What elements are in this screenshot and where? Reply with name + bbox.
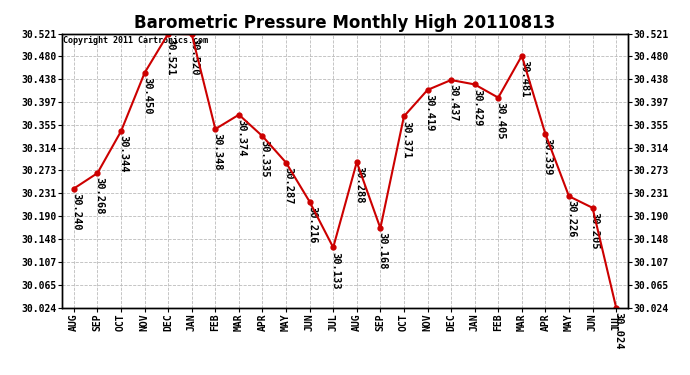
Text: 30.481: 30.481 xyxy=(519,60,529,98)
Title: Barometric Pressure Monthly High 20110813: Barometric Pressure Monthly High 2011081… xyxy=(135,14,555,32)
Text: 30.405: 30.405 xyxy=(495,102,506,139)
Text: 30.288: 30.288 xyxy=(354,166,364,204)
Text: 30.374: 30.374 xyxy=(236,119,246,156)
Text: 30.450: 30.450 xyxy=(142,77,152,114)
Text: 30.348: 30.348 xyxy=(213,133,223,171)
Text: 30.437: 30.437 xyxy=(448,84,458,122)
Text: 30.287: 30.287 xyxy=(284,167,293,204)
Text: 30.429: 30.429 xyxy=(472,88,482,126)
Text: 30.133: 30.133 xyxy=(331,252,340,289)
Text: Copyright 2011 Cartronics.com: Copyright 2011 Cartronics.com xyxy=(63,36,208,45)
Text: 30.024: 30.024 xyxy=(613,312,623,349)
Text: 30.371: 30.371 xyxy=(401,120,411,158)
Text: 30.521: 30.521 xyxy=(166,38,175,75)
Text: 30.168: 30.168 xyxy=(377,232,388,270)
Text: 30.226: 30.226 xyxy=(566,200,576,238)
Text: 30.240: 30.240 xyxy=(71,193,81,230)
Text: 30.339: 30.339 xyxy=(542,138,553,176)
Text: 30.268: 30.268 xyxy=(95,177,105,215)
Text: 30.216: 30.216 xyxy=(307,206,317,243)
Text: 30.419: 30.419 xyxy=(425,94,435,132)
Text: 30.520: 30.520 xyxy=(189,39,199,76)
Text: 30.205: 30.205 xyxy=(590,212,600,249)
Text: 30.344: 30.344 xyxy=(118,135,128,173)
Text: 30.335: 30.335 xyxy=(259,140,270,178)
